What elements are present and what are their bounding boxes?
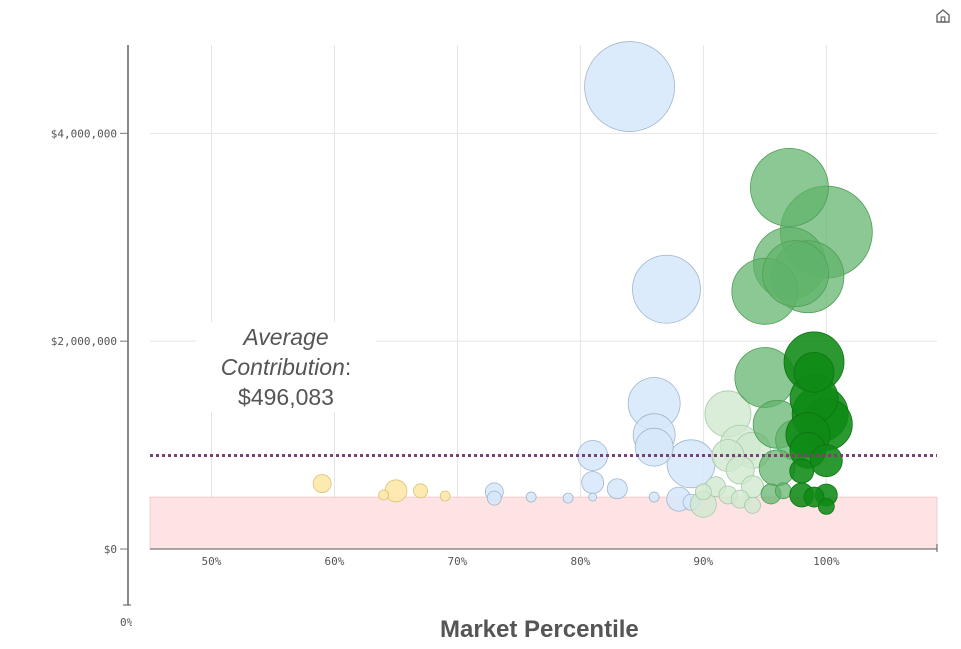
bubble-point	[632, 254, 701, 324]
annotation-average-word: Average	[243, 324, 329, 350]
bubble-point	[312, 474, 332, 493]
bubble-series	[312, 41, 873, 518]
secondary-axis-stub-label: 0%	[120, 616, 132, 629]
tick-labels: $0 $2,000,000 $4,000,000 50% 60% 70% 80% 90% 100…	[51, 127, 840, 606]
bubble-point	[774, 482, 792, 500]
x-tick-label: 80%	[570, 555, 590, 568]
x-axis-title: Market Percentile	[440, 616, 639, 643]
bubble-point	[588, 492, 598, 502]
annotation-value: $496,083	[238, 384, 334, 410]
bubble-point	[439, 490, 451, 502]
x-tick-label: 50%	[202, 555, 222, 568]
bubble-point	[793, 351, 835, 393]
bubble-point	[809, 444, 843, 478]
bubble-point	[750, 147, 829, 227]
bubble-point	[817, 498, 835, 515]
bubble-point	[525, 491, 537, 503]
bubble-point	[413, 483, 428, 499]
bubble-point	[384, 479, 408, 503]
bubble-point	[584, 41, 675, 132]
x-tick-label: 90%	[693, 555, 713, 568]
home-button[interactable]	[934, 7, 952, 25]
annotation-contribution-line: Contribution:	[196, 352, 376, 382]
bubble-point	[634, 427, 674, 467]
annotation-colon: :	[344, 354, 352, 380]
bubble-point	[803, 486, 825, 508]
home-icon	[936, 9, 950, 23]
bubble-point	[486, 490, 502, 506]
axes	[127, 45, 938, 605]
annotation-contribution-word: Contribution	[220, 354, 345, 380]
y-tick-label: $0	[104, 543, 117, 556]
average-contribution-annotation: Average Contribution: $496,083	[196, 322, 376, 412]
bubble-point	[562, 492, 574, 504]
bubble-point	[648, 491, 660, 503]
y-tick-label: $2,000,000	[51, 335, 117, 348]
y-tick-label: $4,000,000	[51, 127, 117, 140]
bubble-point	[581, 471, 605, 494]
x-tick-label: 70%	[447, 555, 467, 568]
bubble-point	[378, 489, 390, 501]
bubble-point	[606, 478, 628, 500]
bubble-point	[744, 496, 761, 514]
x-tick-label: 100%	[813, 555, 840, 568]
x-tick-label: 60%	[325, 555, 345, 568]
bubble-point	[694, 483, 712, 501]
bubble-point	[762, 240, 829, 308]
bubble-point	[789, 458, 815, 484]
